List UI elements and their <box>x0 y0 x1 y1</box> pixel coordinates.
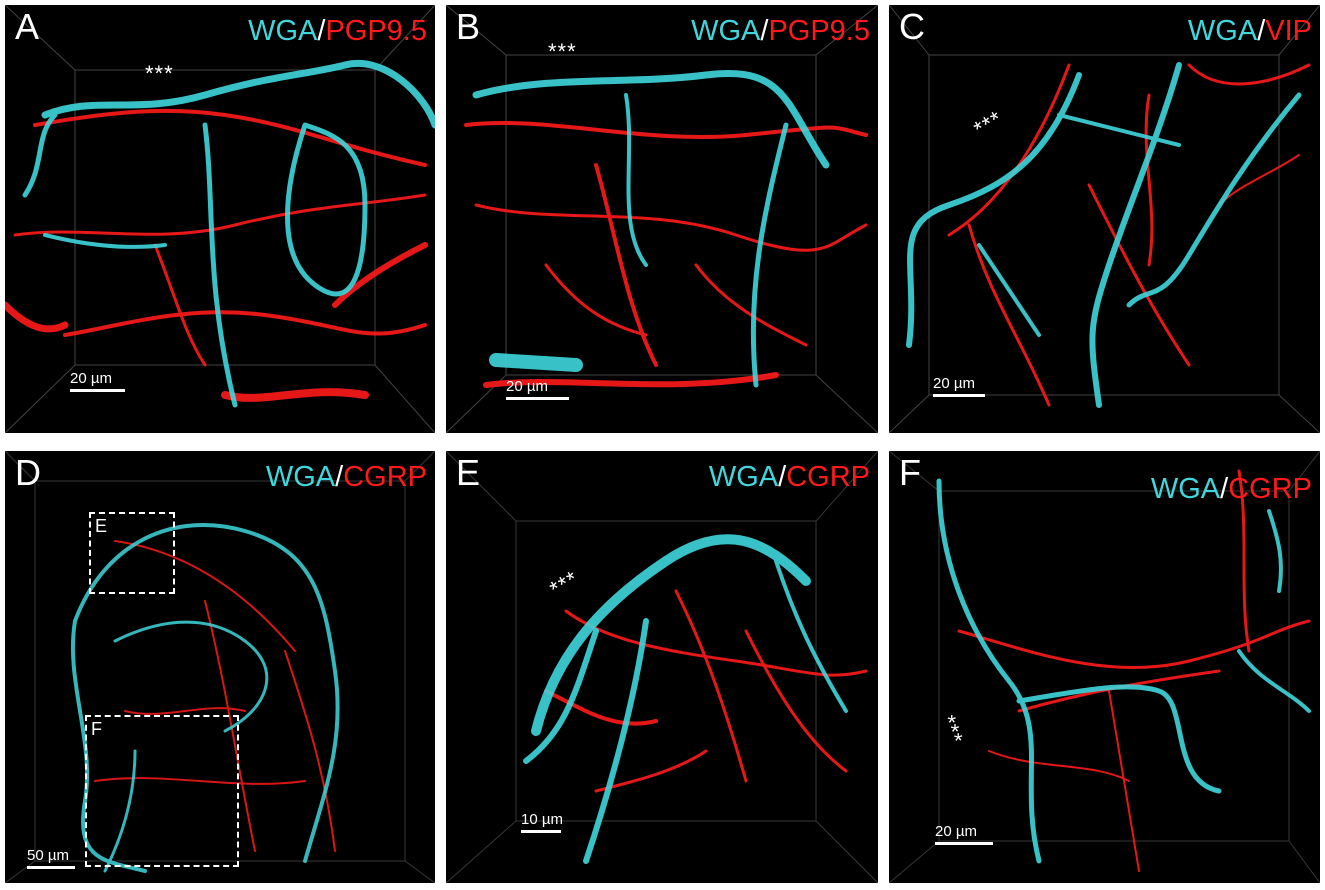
panel-stain-title: WGA/CGRP <box>709 461 870 493</box>
panel-b: B WGA/PGP9.5 *** 20 µm <box>446 5 878 433</box>
scale-bar-line <box>933 394 985 397</box>
panel-c: C WGA/VIP *** 20 µm <box>889 5 1320 433</box>
panel-letter: F <box>899 452 921 493</box>
separator: / <box>335 461 344 493</box>
scale-label: 20 µm <box>70 370 112 387</box>
panel-e: E WGA/CGRP *** 10 µm <box>446 451 878 883</box>
panel-letter: C <box>899 6 925 47</box>
panel-stain-title: WGA/CGRP <box>1151 473 1312 505</box>
scale-bar: 20 µm <box>506 378 569 400</box>
scale-bar-line <box>935 842 993 845</box>
asterisk-marker: *** <box>548 39 577 64</box>
inset-label-e: E <box>95 516 108 536</box>
wga-label: WGA <box>708 461 779 493</box>
panel-a: A WGA/PGP9.5 *** 20 µm <box>5 5 435 433</box>
separator: / <box>1220 473 1229 505</box>
scale-bar-line <box>70 389 125 392</box>
scale-bar: 20 µm <box>935 823 993 845</box>
scale-label: 20 µm <box>933 375 975 392</box>
separator: / <box>760 15 769 47</box>
panel-letter: E <box>456 452 481 493</box>
panel-stain-title: WGA/PGP9.5 <box>248 15 427 47</box>
micrograph-c <box>889 5 1320 433</box>
panel-letter: B <box>456 6 481 47</box>
marker-label: CGRP <box>343 461 427 493</box>
panel-stain-title: WGA/VIP <box>1188 15 1312 47</box>
scale-bar-line <box>506 397 569 400</box>
wga-label: WGA <box>248 15 318 47</box>
inset-box-f: F <box>85 715 239 867</box>
marker-label: VIP <box>1265 15 1312 47</box>
scale-bar: 20 µm <box>933 375 985 397</box>
panel-letter: D <box>15 452 41 493</box>
scale-label: 20 µm <box>506 378 548 395</box>
panel-d: D WGA/CGRP E F 50 µm <box>5 451 435 883</box>
micrograph-f <box>889 451 1320 883</box>
panel-letter: A <box>15 6 40 47</box>
marker-label: PGP9.5 <box>768 15 870 47</box>
micrograph-b <box>446 5 878 433</box>
separator: / <box>317 15 326 47</box>
scale-label: 20 µm <box>935 823 977 840</box>
marker-label: PGP9.5 <box>325 15 427 47</box>
panel-f: F WGA/CGRP *** 20 µm <box>889 451 1320 883</box>
wga-label: WGA <box>1187 15 1258 47</box>
scale-bar-line <box>521 830 561 833</box>
scale-bar: 20 µm <box>70 370 125 392</box>
separator: / <box>778 461 787 493</box>
marker-label: CGRP <box>786 461 870 493</box>
wga-label: WGA <box>1150 473 1221 505</box>
inset-box-e: E <box>89 512 175 594</box>
micrograph-e <box>446 451 878 883</box>
micrograph-a <box>5 5 435 433</box>
wga-label: WGA <box>691 15 761 47</box>
separator: / <box>1257 15 1266 47</box>
scale-label: 50 µm <box>27 847 69 864</box>
asterisk-marker: *** <box>145 61 174 86</box>
scale-bar: 50 µm <box>27 847 75 869</box>
scale-label: 10 µm <box>521 811 563 828</box>
marker-label: CGRP <box>1228 473 1312 505</box>
panel-stain-title: WGA/CGRP <box>266 461 427 493</box>
inset-label-f: F <box>91 719 102 739</box>
wga-label: WGA <box>265 461 336 493</box>
micrograph-d <box>5 451 435 883</box>
panel-stain-title: WGA/PGP9.5 <box>691 15 870 47</box>
scale-bar-line <box>27 866 75 869</box>
scale-bar: 10 µm <box>521 811 563 833</box>
